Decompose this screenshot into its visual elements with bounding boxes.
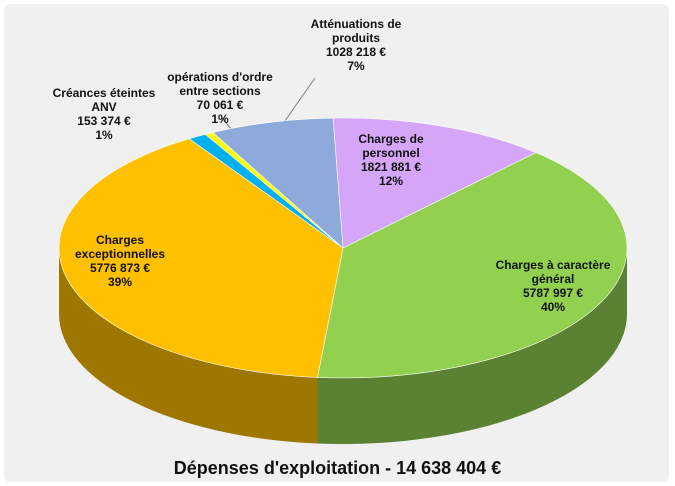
leader-line <box>279 77 316 129</box>
slice-percent: 1% <box>211 112 229 126</box>
slice-side <box>59 248 318 444</box>
slice-value: 5776 873 € <box>89 261 151 275</box>
slice-value: 153 374 € <box>77 114 131 128</box>
slice-percent: 1% <box>95 128 113 142</box>
slice <box>58 138 344 378</box>
slice-name: Charges de personnel <box>358 132 424 160</box>
slice-percent: 39% <box>107 275 133 289</box>
slice-value: 5787 997 € <box>522 286 584 300</box>
slice <box>332 117 537 249</box>
slice-name: opérations d'ordre entre sections <box>167 70 273 98</box>
slice-percent: 7% <box>347 59 365 73</box>
data-label: opérations d'ordre entre sections 70 061 … <box>158 70 282 126</box>
slice-name: Charges exceptionnelles <box>74 233 166 261</box>
slice-name: Charges à caractère général <box>495 258 611 286</box>
slice-value: 1821 881 € <box>360 160 422 174</box>
slice-name: Créances éteintes ANV <box>52 86 156 114</box>
data-label: Créances éteintes ANV 153 374 €1% <box>48 86 160 142</box>
slice-value: 1028 218 € <box>325 45 387 59</box>
slice-percent: 12% <box>378 174 404 188</box>
data-label: Charges de personnel 1821 881 €12% <box>350 132 432 188</box>
data-label: Charges à caractère général 5787 997 €40% <box>492 258 614 314</box>
slice-name: Atténuations de produits <box>310 17 402 45</box>
data-label: Charges exceptionnelles 5776 873 €39% <box>72 233 168 289</box>
slice <box>317 152 628 379</box>
leader-line <box>221 117 233 131</box>
slice-side <box>317 248 627 444</box>
slice-percent: 40% <box>540 300 566 314</box>
data-label: Atténuations de produits 1028 218 €7% <box>298 17 414 73</box>
slice <box>212 117 344 249</box>
chart-title: Dépenses d'exploitation - 14 638 404 € <box>173 458 502 478</box>
slice-value: 70 061 € <box>196 98 244 112</box>
